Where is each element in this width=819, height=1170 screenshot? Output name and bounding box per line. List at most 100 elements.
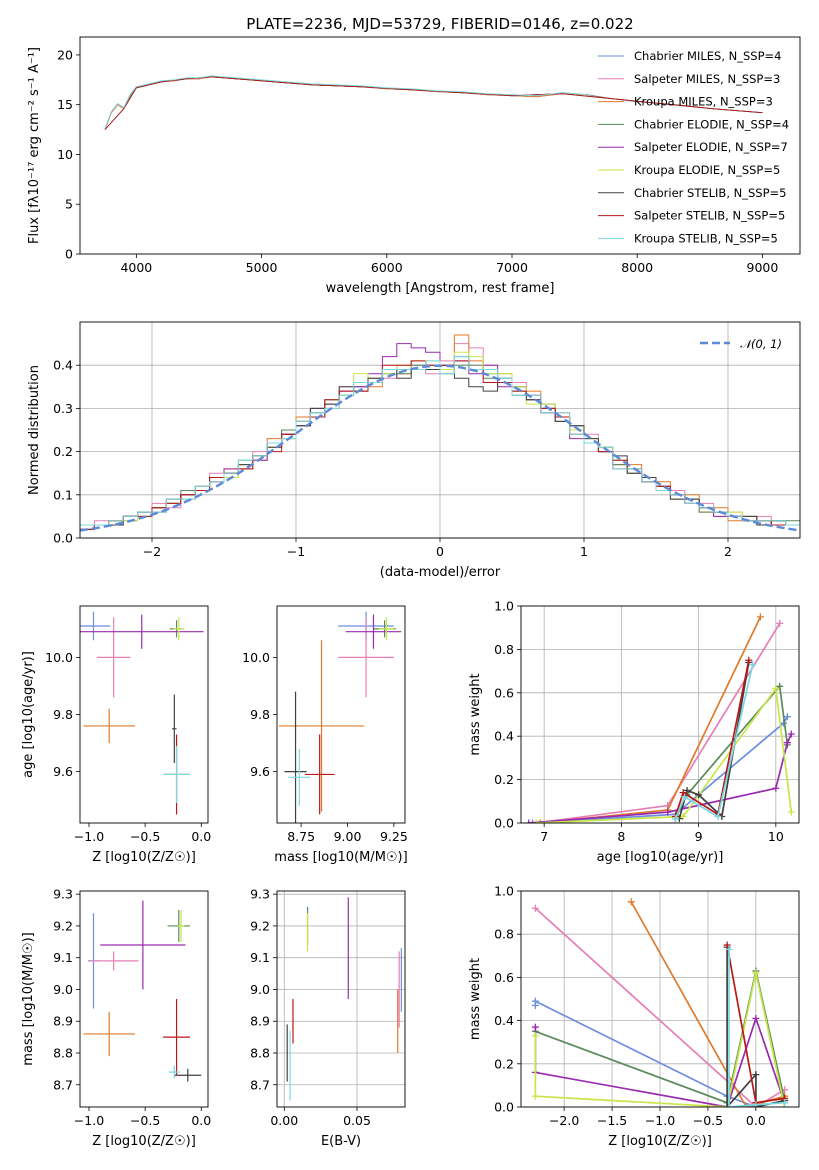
weight-line	[534, 999, 757, 1107]
y-tick-label: 9.8	[250, 707, 270, 722]
y-tick-label: 1.0	[494, 884, 514, 899]
y-tick-label: 0.0	[494, 1100, 514, 1115]
x-tick-label: 0.0	[191, 829, 211, 844]
weight-marker	[783, 713, 791, 721]
error-bar-point	[177, 910, 185, 942]
error-bar-point	[174, 1068, 202, 1082]
weight-marker	[531, 997, 539, 1005]
plot-area-weight_vs_age	[525, 613, 795, 823]
axes-frame	[79, 321, 801, 539]
x-axis-label: (data-model)/error	[380, 565, 501, 580]
weight-marker	[783, 739, 791, 747]
weight-line	[674, 660, 750, 817]
y-tick-label: 20	[57, 47, 73, 62]
y-tick-label: 9.0	[53, 982, 73, 997]
y-axis-label: Normed distribution	[27, 365, 42, 495]
weight-line	[534, 972, 786, 1107]
weight-marker	[723, 1103, 731, 1107]
weight-marker	[752, 969, 760, 977]
x-tick-label: −1.5	[597, 1113, 627, 1128]
x-axis-label: mass [log10(M/M☉)]	[274, 850, 407, 865]
y-tick-label: 0.2	[494, 1056, 514, 1071]
error-bar-point	[83, 708, 136, 744]
weight-marker	[531, 904, 539, 912]
x-axis-label: Z [log10(Z/Z☉)]	[608, 1134, 712, 1149]
x-tick-label: −0.5	[130, 1113, 160, 1128]
error-bar-point	[172, 694, 177, 764]
x-tick-label: −0.5	[130, 829, 160, 844]
y-tick-label: 9.1	[53, 950, 73, 965]
x-tick-label: 9000	[747, 260, 779, 275]
y-tick-label: 1.0	[494, 599, 514, 614]
y-tick-label: 9.6	[53, 764, 73, 779]
weight-line	[728, 949, 785, 1107]
weight-marker	[772, 784, 780, 792]
y-tick-label: 9.1	[250, 950, 270, 965]
x-tick-label: 9.25	[380, 829, 408, 844]
spectrum-model-line	[123, 76, 588, 109]
x-tick-label: −1.0	[645, 1113, 675, 1128]
y-tick-label: 0.2	[53, 444, 73, 459]
axes-frame	[520, 890, 800, 1108]
weight-marker	[745, 656, 753, 664]
panel-weight_vs_Z: −2.0 −1.5 −1.0 −0.5 0.0 0.0 0.2 0.4 0.6 0.8 1.0 Z […	[468, 884, 800, 1149]
y-tick-label: 9.2	[53, 918, 73, 933]
x-tick-label: 0.0	[191, 1113, 211, 1128]
panel-spectrum: 4000 5000 6000 7000 8000 9000 0 5 10 15 20 waveleng…	[27, 15, 801, 296]
legend-entry: Salpeter STELIB, N_SSP=5	[634, 209, 785, 223]
y-tick-label: 8.8	[53, 1046, 73, 1061]
weight-marker	[529, 819, 537, 823]
x-axis-label: Z [log10(Z/Z☉)]	[92, 1134, 196, 1149]
error-bar-point	[80, 611, 111, 641]
y-tick-label: 8.9	[53, 1014, 73, 1029]
x-tick-label: 0	[436, 544, 444, 559]
axes-frame	[276, 605, 406, 824]
x-tick-label: 0.05	[343, 1113, 371, 1128]
x-axis-label: Z [log10(Z/Z☉)]	[92, 850, 196, 865]
y-axis-label: mass [log10(M/M☉)]	[21, 932, 36, 1065]
y-tick-label: 8.8	[250, 1046, 270, 1061]
axes-frame	[79, 890, 209, 1108]
plot-area-weight_vs_Z	[531, 898, 789, 1107]
weight-line	[528, 733, 793, 823]
x-tick-label: 1	[580, 544, 588, 559]
x-tick-label: −1.0	[74, 1113, 104, 1128]
error-bar-point	[304, 734, 335, 815]
spectrum-model-line	[104, 75, 588, 129]
weight-marker	[752, 1014, 760, 1022]
weight-marker	[664, 808, 672, 816]
y-tick-label: 0.1	[53, 487, 73, 502]
legend-entry: Kroupa ELODIE, N_SSP=5	[634, 163, 780, 177]
axes-frame	[79, 36, 801, 255]
weight-marker	[627, 898, 635, 906]
error-bar-point	[288, 748, 311, 806]
weight-line	[534, 907, 786, 1107]
y-tick-label: 9.3	[250, 887, 270, 902]
weight-marker	[787, 808, 795, 816]
legend-entry: Kroupa STELIB, N_SSP=5	[634, 231, 778, 245]
panel-age_vs_mass: 8.75 9.00 9.25 9.6 9.8 10.0 mass [log10(M/M☉)]	[242, 605, 408, 865]
y-tick-label: 9.2	[250, 918, 270, 933]
y-tick-label: 0.4	[494, 729, 514, 744]
spectrum-model-line	[123, 76, 588, 108]
x-tick-label: 5000	[246, 260, 278, 275]
spectrum-model-line	[123, 76, 588, 109]
error-bar-point	[88, 951, 139, 971]
plot-area-mass_vs_Z	[83, 900, 202, 1082]
x-tick-label: 7000	[496, 260, 528, 275]
x-tick-label: −2.0	[549, 1113, 579, 1128]
y-tick-label: 10	[57, 147, 73, 162]
weight-marker	[723, 941, 731, 949]
panel-residual_hist: −2 −1 0 1 2 0.0 0.1 0.2 0.3 0.4 (data-model)/error…	[27, 321, 801, 580]
y-axis-label: age [log10(age/yr)]	[21, 651, 36, 778]
weight-marker	[695, 791, 703, 799]
x-tick-label: 7	[540, 829, 548, 844]
error-bar-point	[345, 614, 402, 649]
error-bar-point	[83, 1011, 136, 1057]
plot-area-age_vs_Z	[80, 611, 204, 815]
x-tick-label: 10	[768, 829, 784, 844]
panel-mass_vs_Z: −1.0 −0.5 0.0 8.7 8.8 8.9 9.0 9.1 9.2 9.3 Z [log10…	[21, 887, 211, 1149]
panel-weight_vs_age: 7 8 9 10 0.0 0.2 0.4 0.6 0.8 1.0 age [log10(age/yr…	[468, 599, 800, 865]
weight-marker	[725, 945, 733, 953]
chart-title: PLATE=2236, MJD=53729, FIBERID=0146, z=0…	[246, 15, 633, 33]
